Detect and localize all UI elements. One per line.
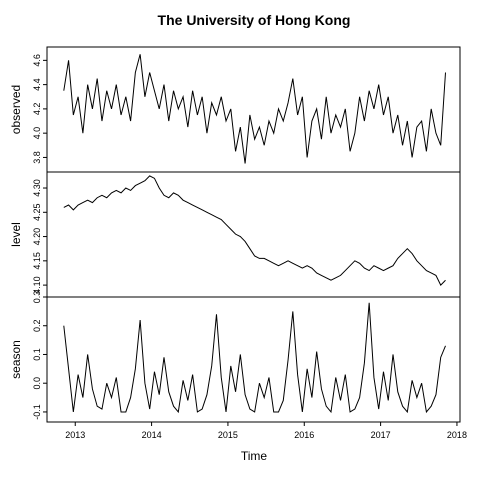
y-tick-label: 3.8 bbox=[32, 151, 42, 164]
y-tick-label: 4.15 bbox=[32, 252, 42, 270]
y-tick-label: 4.20 bbox=[32, 228, 42, 246]
y-tick-label: 4.25 bbox=[32, 204, 42, 222]
x-tick-label: 2016 bbox=[294, 430, 314, 440]
y-tick-label: 0.0 bbox=[32, 377, 42, 390]
y-tick-label: 4.4 bbox=[32, 78, 42, 91]
data-line bbox=[63, 54, 446, 164]
panel-frame bbox=[46, 171, 461, 298]
panel-frame bbox=[46, 296, 461, 423]
y-tick-label: 4.6 bbox=[32, 54, 42, 67]
x-tick-label: 2017 bbox=[371, 430, 391, 440]
y-axis-label: observed bbox=[9, 85, 23, 134]
y-tick-label: 0.1 bbox=[32, 348, 42, 361]
y-axis-label: season bbox=[9, 340, 23, 379]
y-axis-label: level bbox=[9, 222, 23, 247]
panel-frame bbox=[46, 46, 461, 173]
chart-title: The University of Hong Kong bbox=[158, 12, 351, 28]
y-tick-label: 4.30 bbox=[32, 179, 42, 197]
x-tick-label: 2015 bbox=[218, 430, 238, 440]
data-line bbox=[63, 302, 446, 414]
y-tick-label: 0.2 bbox=[32, 319, 42, 332]
x-tick-label: 2013 bbox=[65, 430, 85, 440]
x-tick-label: 2014 bbox=[142, 430, 162, 440]
data-line bbox=[63, 175, 446, 286]
y-tick-label: 4.0 bbox=[32, 127, 42, 140]
y-tick-label: 4.2 bbox=[32, 103, 42, 116]
x-axis-label: Time bbox=[241, 449, 268, 463]
y-tick-label: 0.3 bbox=[32, 291, 42, 304]
y-tick-label: 4.10 bbox=[32, 276, 42, 294]
x-tick-label: 2018 bbox=[447, 430, 467, 440]
y-tick-label: -0.1 bbox=[32, 404, 42, 420]
